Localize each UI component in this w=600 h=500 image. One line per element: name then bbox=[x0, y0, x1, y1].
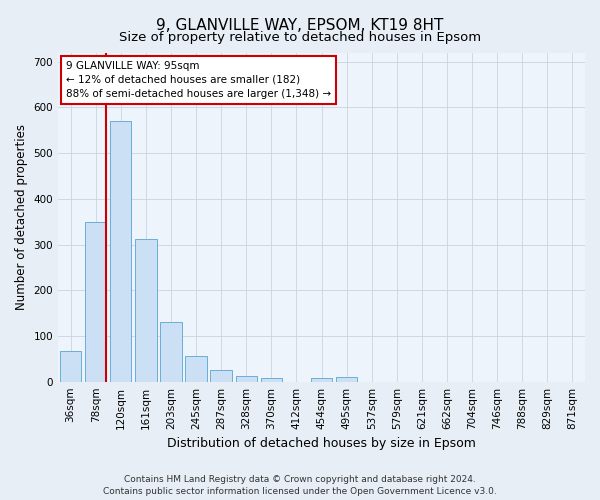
Bar bbox=[260, 378, 282, 382]
Bar bbox=[160, 322, 182, 382]
Bar bbox=[135, 238, 157, 382]
Bar bbox=[185, 356, 207, 382]
Text: Size of property relative to detached houses in Epsom: Size of property relative to detached ho… bbox=[119, 31, 481, 44]
Y-axis label: Number of detached properties: Number of detached properties bbox=[15, 124, 28, 310]
Bar bbox=[336, 377, 357, 382]
Bar bbox=[85, 222, 106, 382]
X-axis label: Distribution of detached houses by size in Epsom: Distribution of detached houses by size … bbox=[167, 437, 476, 450]
Bar bbox=[236, 376, 257, 382]
Bar bbox=[211, 370, 232, 382]
Text: Contains HM Land Registry data © Crown copyright and database right 2024.
Contai: Contains HM Land Registry data © Crown c… bbox=[103, 475, 497, 496]
Bar bbox=[110, 121, 131, 382]
Bar bbox=[311, 378, 332, 382]
Bar bbox=[60, 350, 81, 382]
Text: 9, GLANVILLE WAY, EPSOM, KT19 8HT: 9, GLANVILLE WAY, EPSOM, KT19 8HT bbox=[157, 18, 443, 32]
Text: 9 GLANVILLE WAY: 95sqm
← 12% of detached houses are smaller (182)
88% of semi-de: 9 GLANVILLE WAY: 95sqm ← 12% of detached… bbox=[66, 60, 331, 98]
